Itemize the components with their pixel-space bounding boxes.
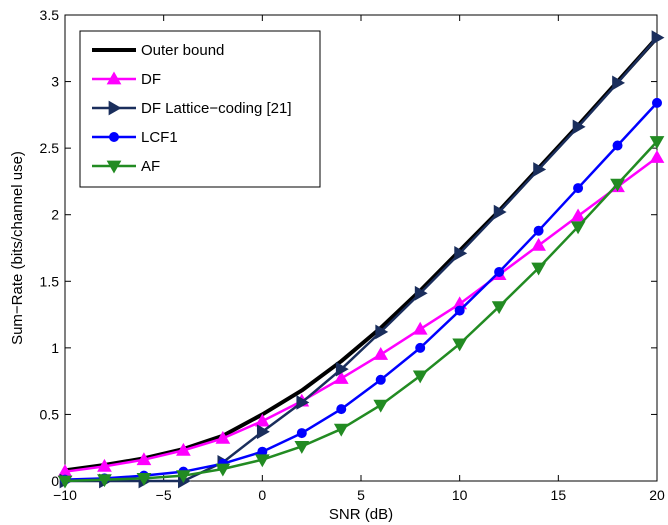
data-point [108,100,122,116]
series-4 [57,136,665,489]
x-tick-label: 5 [357,487,365,503]
data-point [494,266,505,277]
data-point [531,237,546,251]
y-tick-label: 0 [51,473,59,489]
data-point [296,428,307,439]
series-line [64,102,658,481]
data-point [97,474,112,488]
legend: Outer bound DF DF Lattice−coding [21] LCF1 A… [79,30,321,188]
data-point [572,119,586,135]
x-axis-label: SNR (dB) [329,506,393,523]
data-point [533,225,544,236]
data-point [570,221,586,235]
y-tick-label: 3.5 [40,7,60,23]
y-tick-label: 1 [51,340,59,356]
x-tick-label: −5 [156,487,172,503]
y-tick-label: 2.5 [40,140,60,156]
x-tick-label: −10 [53,487,77,503]
legend-item: DF Lattice−coding [21] [92,100,292,117]
legend-item: LCF1 [92,129,178,146]
data-point [97,458,112,472]
series-1 [57,149,665,478]
x-tick-label: 10 [452,487,468,503]
y-tick-label: 0.5 [40,406,60,422]
data-point [533,162,547,177]
legend-label: AF [141,158,160,175]
series-line [65,36,658,483]
y-tick-label: 1.5 [40,273,60,289]
data-point [493,204,507,220]
data-point [649,136,665,149]
data-point [649,149,665,163]
data-point [414,285,428,301]
y-tick-label: 3 [51,74,59,90]
data-point [375,324,389,340]
data-point [610,178,625,192]
data-point [573,183,584,194]
data-point [109,132,119,142]
data-point [373,399,389,413]
x-tick-label: 0 [258,487,266,503]
legend-item: AF [92,158,160,175]
data-point [652,97,662,108]
tick-labels: −10 −5 0 5 10 15 20 0 0.5 1 1.5 2 2.5 3 3.5 [40,7,665,503]
x-tick-label: 20 [649,487,665,503]
legend-label: LCF1 [141,129,178,146]
series-line [64,156,658,473]
data-point [294,441,310,454]
data-point [254,454,270,468]
y-axis-label: Sum−Rate (bits/channel use) [9,151,26,345]
legend-item: DF [92,71,161,88]
data-point [612,75,626,91]
legend-label: DF [141,71,161,88]
legend-item: Outer bound [92,42,224,59]
data-point [454,245,468,261]
data-point [531,262,546,276]
data-point [336,404,347,415]
data-point [454,305,465,316]
data-point [373,347,389,360]
legend-label: DF Lattice−coding [21] [141,100,292,117]
data-point [215,463,231,477]
data-point [375,374,386,385]
x-tick-label: 15 [551,487,567,503]
data-point [106,71,122,85]
data-point [333,423,349,437]
data-point [651,30,665,45]
data-point [57,475,73,489]
data-point [415,342,426,353]
series-line [64,140,658,483]
data-point [333,370,349,384]
data-point [215,430,231,444]
series-2 [59,30,665,489]
data-point [452,338,468,352]
y-tick-label: 2 [51,207,59,223]
series-layer [57,30,665,489]
data-point [254,413,270,427]
data-point [256,424,270,440]
data-point [491,301,507,315]
data-point [412,321,428,335]
data-point [412,370,428,384]
data-point [176,442,191,456]
legend-label: Outer bound [141,42,224,59]
data-point [296,395,310,410]
data-point [612,140,623,151]
data-point [176,470,191,484]
data-point [136,452,152,466]
data-point [136,472,152,486]
data-point [570,208,586,222]
data-point [106,160,122,174]
data-point [335,361,349,377]
